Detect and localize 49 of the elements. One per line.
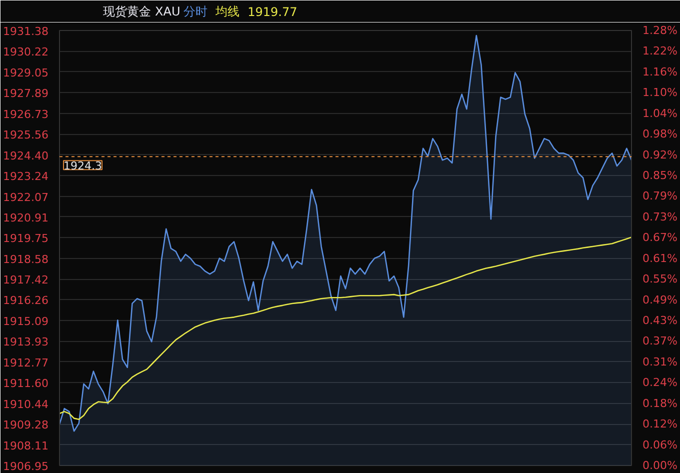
y-tick-label: 1917.42: [3, 274, 49, 287]
y2-tick-label: 0.98%: [642, 128, 678, 141]
y2-tick-label: 0.24%: [642, 376, 678, 390]
y-tick-label: 1916.26: [3, 294, 49, 308]
y2-tick-label: 0.49%: [642, 293, 678, 306]
y-tick-label: 1915.09: [3, 315, 49, 328]
y2-tick-label: 1.28%: [642, 24, 678, 37]
y-tick-label: 1924.40: [3, 149, 49, 162]
y2-tick-label: 0.37%: [642, 334, 678, 348]
y2-tick-label: 1.22%: [642, 44, 678, 58]
y-tick-label: 1912.77: [3, 356, 49, 370]
y-tick-label: 1920.91: [3, 211, 49, 224]
y-tick-label: 1929.05: [3, 66, 49, 80]
text: 1919.77: [248, 5, 298, 19]
y-tick-label: 1931.38: [3, 25, 49, 38]
y2-tick-label: 0.92%: [642, 148, 678, 162]
text: 分时: [184, 4, 208, 18]
text: 均线: [214, 4, 240, 18]
chart-title: 现货黄金 XAU: [103, 4, 180, 18]
line-series: [60, 236, 632, 420]
y2-tick-label: 0.00%: [642, 459, 678, 472]
y2-tick-label: 1.16%: [642, 65, 678, 78]
y-tick-label: 1911.60: [3, 377, 49, 390]
y2-tick-label: 0.67%: [642, 231, 678, 244]
y-tick-label: 1909.28: [3, 418, 49, 432]
y2-tick-label: 0.85%: [642, 169, 678, 182]
y2-tick-label: 0.12%: [642, 418, 678, 431]
y2-tick-label: 0.55%: [642, 272, 678, 286]
y-tick-label: 1906.95: [3, 460, 49, 473]
y2-tick-label: 1.04%: [642, 106, 678, 120]
y-tick-label: 1930.22: [3, 46, 49, 59]
y2-tick-label: 0.61%: [642, 252, 678, 265]
y-tick-label: 1913.93: [3, 336, 49, 349]
y2-tick-label: 0.06%: [642, 438, 678, 452]
y-tick-label: 1908.11: [3, 439, 49, 452]
y2-tick-label: 1.10%: [642, 86, 678, 100]
y-tick-label: 1926.73: [3, 108, 49, 121]
y-tick-label: 1927.89: [3, 87, 49, 100]
y-tick-label: 1919.75: [3, 232, 49, 246]
y-tick-label: 1922.07: [3, 190, 49, 204]
y2-tick-label: 0.73%: [642, 210, 678, 224]
y2-tick-label: 0.79%: [642, 190, 678, 203]
y-tick-label: 1923.24: [3, 170, 49, 183]
y2-tick-label: 0.18%: [642, 396, 678, 410]
y2-tick-label: 0.43%: [642, 314, 678, 327]
y-tick-label: 1918.58: [3, 252, 49, 266]
y-tick-label: 1910.44: [3, 398, 49, 411]
y2-tick-label: 0.31%: [642, 355, 678, 368]
y-tick-label: 1925.56: [3, 128, 49, 142]
